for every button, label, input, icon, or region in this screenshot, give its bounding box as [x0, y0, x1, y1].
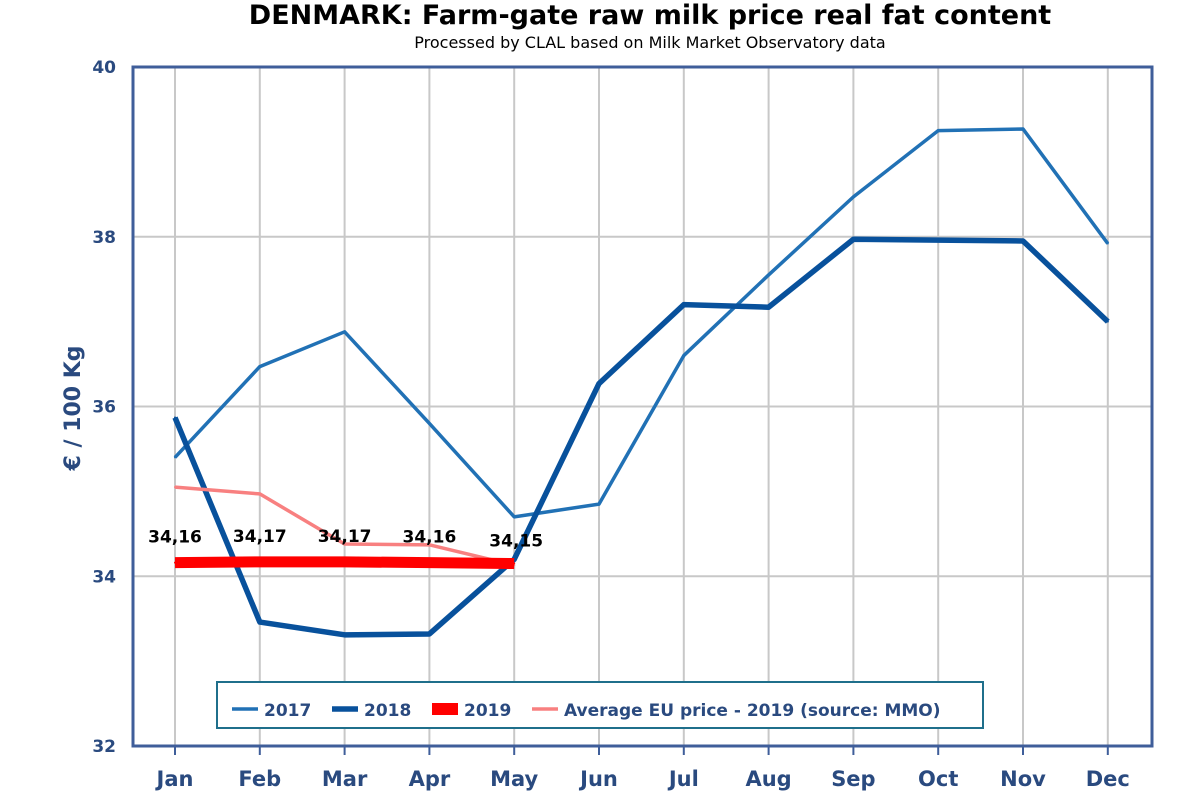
x-tick-label: Oct: [918, 767, 958, 791]
data-point: [1022, 239, 1024, 242]
x-tick-label: Jun: [578, 767, 618, 791]
data-point: [343, 542, 346, 545]
x-axis-ticks: Jan Feb Mar Apr May Jun Jul Aug Sep Oct Nov Dec: [155, 746, 1130, 791]
x-tick-label: Jul: [667, 767, 699, 791]
data-labels: 34,16 34,17 34,17 34,16 34,15: [148, 527, 543, 552]
series-line-2017: [173, 127, 1110, 519]
data-point: [174, 486, 176, 489]
data-point: [513, 562, 516, 565]
data-point: [513, 515, 516, 518]
data-point: [937, 239, 940, 242]
data-label: 34,16: [148, 528, 202, 548]
data-point: [1106, 242, 1109, 245]
data-point: [682, 354, 685, 357]
data-point: [174, 416, 176, 419]
data-point: [428, 632, 431, 635]
legend-box: [216, 681, 984, 729]
x-tick-label: Jan: [155, 767, 194, 791]
data-point: [343, 560, 346, 563]
data-point: [598, 382, 600, 385]
data-point: [852, 195, 855, 198]
x-tick-label: Apr: [409, 767, 451, 791]
y-axis-ticks: 32 34 36 38 40: [92, 58, 116, 757]
data-point: [258, 492, 261, 495]
x-tick-label: Mar: [322, 767, 368, 791]
data-point: [767, 306, 770, 309]
x-tick-label: Feb: [238, 767, 281, 791]
y-tick-label: 34: [92, 567, 116, 587]
x-tick-label: Sep: [831, 767, 875, 791]
data-point: [1106, 320, 1109, 323]
series-lines: [172, 127, 1110, 638]
chart-title: DENMARK: Farm-gate raw milk price real f…: [249, 0, 1052, 31]
data-point: [428, 561, 431, 564]
y-axis-label: € / 100 Kg: [61, 345, 86, 471]
data-point: [682, 303, 685, 306]
legend-label: Average EU price - 2019 (source: MMO): [564, 701, 941, 721]
x-tick-label: May: [490, 767, 538, 791]
data-point: [174, 561, 176, 564]
data-point: [258, 560, 261, 563]
data-point: [1022, 127, 1024, 130]
data-point: [852, 238, 855, 241]
legend: 2017 2018 2019 Average EU price - 2019 (sou…: [216, 681, 984, 729]
x-tick-label: Nov: [1000, 767, 1046, 791]
data-point: [258, 365, 261, 368]
data-label: 34,16: [403, 528, 457, 548]
data-point: [174, 456, 176, 459]
legend-label: 2018: [364, 701, 411, 721]
data-label: 34,17: [318, 527, 372, 547]
x-tick-label: Dec: [1086, 767, 1130, 791]
data-point: [598, 503, 600, 506]
y-tick-label: 38: [92, 228, 116, 248]
x-tick-label: Aug: [745, 767, 791, 791]
legend-label: 2019: [464, 701, 511, 721]
legend-label: 2017: [264, 701, 311, 721]
plot-frame: [131, 65, 1154, 748]
chart-subtitle: Processed by CLAL based on Milk Market O…: [414, 33, 885, 52]
data-label: 34,17: [233, 527, 287, 547]
data-point: [428, 422, 431, 425]
data-point: [343, 633, 346, 636]
data-point: [258, 621, 261, 624]
data-label: 34,15: [489, 532, 543, 552]
data-point: [767, 273, 770, 276]
data-point: [343, 330, 346, 333]
y-tick-label: 32: [92, 737, 116, 757]
y-tick-label: 36: [92, 398, 116, 418]
data-point: [937, 129, 940, 132]
y-tick-label: 40: [92, 58, 116, 78]
series-line-2018: [172, 236, 1110, 638]
data-point: [428, 543, 431, 546]
grid: [133, 66, 1152, 747]
